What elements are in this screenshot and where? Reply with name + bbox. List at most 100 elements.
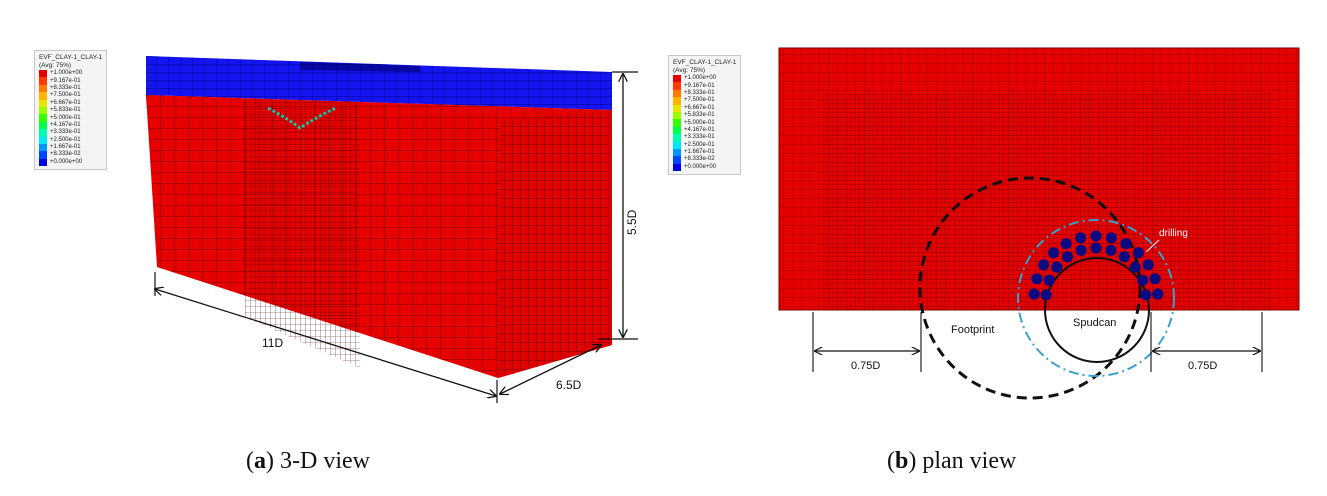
legend-entry: +2.500e-01 [39, 136, 102, 144]
legend-swatch [39, 114, 47, 122]
legend-entry: +1.667e-01 [39, 143, 102, 152]
legend-subtitle: (Avg: 75%) [39, 62, 72, 69]
legend-swatch [673, 141, 681, 149]
footprint-circle [918, 176, 1142, 400]
drill-hole [1152, 288, 1164, 300]
drill-hole [1120, 238, 1132, 250]
legend-entry: +8.333e-01 [673, 89, 736, 98]
legend-value: +8.333e-02 [684, 156, 715, 163]
legend-entry: +3.333e-01 [39, 129, 102, 137]
legend-swatch [673, 89, 681, 98]
drilling-holes [1028, 230, 1164, 301]
legend-value: +9.167e-01 [684, 82, 715, 89]
legend-entry: +5.000e-01 [673, 119, 736, 127]
drilling-label: drilling [1159, 228, 1188, 239]
width-label: 6.5D [556, 378, 582, 392]
contour-legend-3d: EVF_CLAY-1_CLAY-1 (Avg: 75%) +1.000e+00 +… [34, 50, 108, 171]
drill-hole [1040, 289, 1052, 301]
legend-entry: +8.333e-02 [673, 156, 736, 164]
drill-hole [1105, 244, 1117, 256]
legend-swatch [39, 129, 47, 137]
legend-entry: +6.667e-01 [39, 99, 102, 107]
legend-entry: +4.167e-01 [673, 126, 736, 135]
legend-title: EVF_CLAY-1_CLAY-1 [673, 59, 737, 66]
drill-hole [1043, 274, 1055, 286]
legend-entry: +5.833e-01 [39, 106, 102, 115]
drill-hole [1051, 261, 1063, 273]
drill-hole [1105, 232, 1117, 244]
drill-hole [1028, 288, 1040, 300]
drill-hole [1142, 259, 1154, 271]
drill-hole [1075, 232, 1087, 244]
spudcan-cavity [267, 106, 337, 130]
plan-refined-zone [823, 93, 1273, 310]
legend-swatch [673, 163, 681, 172]
legend-entry: +5.000e-01 [39, 114, 102, 122]
legend-scale: +1.000e+00 +9.167e-01 +8.333e-01 +7.500e-01… [673, 75, 736, 172]
right-offset-label: 0.75D [1188, 360, 1217, 372]
legend-value: +1.667e-01 [50, 144, 81, 151]
legend-value: +0.000e+00 [50, 158, 83, 165]
legend-entry: +6.667e-01 [673, 104, 736, 112]
legend-swatch [673, 134, 681, 142]
legend-entry: +1.667e-01 [673, 148, 736, 157]
legend-value: +8.333e-01 [50, 84, 81, 91]
contour-legend-plan: EVF_CLAY-1_CLAY-1 (Avg: 75%) +1.000e+00 +… [668, 55, 742, 176]
legend-entry: +7.500e-01 [39, 92, 102, 100]
drill-hole [1075, 244, 1087, 256]
left-offset-label: 0.75D [851, 360, 880, 372]
legend-entry: +0.000e+00 [39, 158, 102, 167]
legend-value: +8.333e-01 [684, 89, 715, 96]
legend-swatch [39, 143, 47, 152]
dimension-left-offset: 0.75D [812, 312, 922, 372]
legend-value: +9.167e-01 [50, 77, 81, 84]
legend-swatch [673, 111, 681, 120]
spudcan-outline [1044, 309, 1150, 363]
legend-scale: +1.000e+00 +9.167e-01 +8.333e-01 +7.500e-01… [39, 70, 102, 167]
spudcan-label: Spudcan [1073, 317, 1116, 329]
legend-value: +1.000e+00 [684, 75, 717, 82]
legend-value: +2.500e-01 [684, 141, 715, 148]
legend-value: +7.500e-01 [50, 92, 81, 99]
legend-swatch [673, 126, 681, 135]
legend-entry: +3.333e-01 [673, 134, 736, 142]
caption-3d-view: (a) 3-D view [246, 448, 370, 474]
drill-hole [1048, 247, 1060, 259]
legend-value: +6.667e-01 [684, 104, 715, 111]
legend-swatch [673, 156, 681, 164]
legend-entry: +7.500e-01 [673, 97, 736, 105]
drill-hole [1149, 273, 1161, 285]
dimension-height: 5.5D [598, 71, 639, 340]
legend-swatch [673, 97, 681, 105]
legend-value: +1.000e+00 [50, 70, 83, 77]
legend-value: +8.333e-02 [50, 151, 81, 158]
legend-swatch [39, 158, 47, 167]
drill-hole [1140, 289, 1152, 301]
legend-entry: +8.333e-01 [39, 84, 102, 93]
legend-entry: +9.167e-01 [673, 82, 736, 90]
footprint-label: Footprint [951, 324, 994, 336]
legend-value: +5.000e-01 [684, 119, 715, 126]
legend-entry: +1.000e+00 [39, 70, 102, 78]
legend-value: +5.833e-01 [684, 112, 715, 119]
legend-subtitle: (Avg: 75%) [673, 67, 706, 74]
legend-swatch [673, 82, 681, 90]
legend-swatch [39, 70, 47, 78]
drill-hole [1129, 261, 1141, 273]
legend-swatch [39, 121, 47, 130]
legend-value: +6.667e-01 [50, 99, 81, 106]
legend-entry: +9.167e-01 [39, 77, 102, 85]
drill-hole [1090, 242, 1102, 254]
legend-entry: +2.500e-01 [673, 141, 736, 149]
legend-title: EVF_CLAY-1_CLAY-1 [39, 54, 103, 61]
legend-entry: +0.000e+00 [673, 163, 736, 172]
drill-hole [1132, 247, 1144, 259]
dimension-width: 6.5D [500, 345, 601, 394]
legend-value: +5.000e-01 [50, 114, 81, 121]
drill-hole [1118, 251, 1130, 263]
legend-value: +3.333e-01 [684, 134, 715, 141]
legend-entry: +8.333e-02 [39, 151, 102, 159]
drill-hole [1137, 274, 1149, 286]
legend-swatch [39, 136, 47, 144]
